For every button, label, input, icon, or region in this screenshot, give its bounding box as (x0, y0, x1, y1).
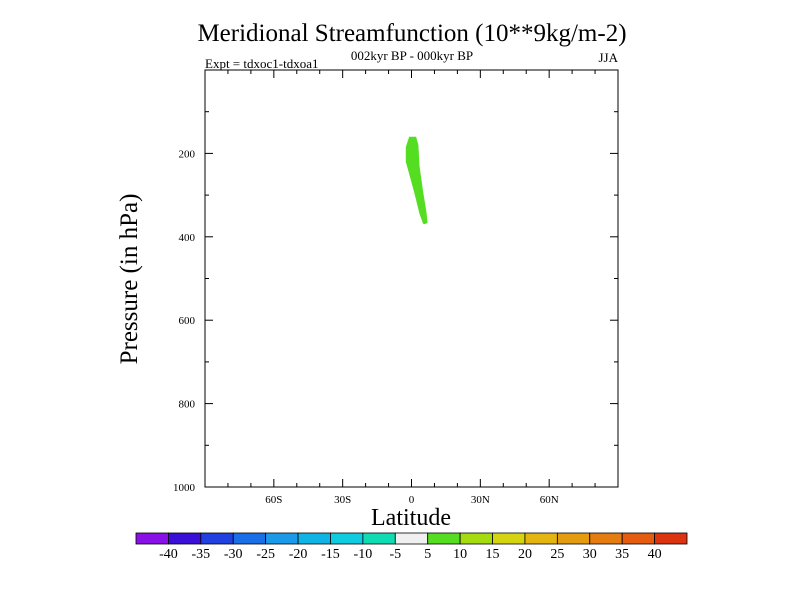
y-tick-label: 200 (179, 148, 196, 160)
colorbar-swatch (556, 532, 591, 545)
x-tick-label: 30N (471, 494, 490, 506)
axis-ticks-layer (204, 70, 619, 488)
y-tick-label: 1000 (173, 482, 196, 494)
colorbar-swatch (200, 532, 234, 545)
colorbar-label: -20 (289, 547, 308, 562)
x-tick-label: 0 (409, 494, 415, 506)
colorbar-swatch (135, 532, 169, 545)
colorbar-swatch (589, 532, 623, 545)
x-axis-label: Latitude (371, 505, 451, 531)
colorbar-swatch (621, 532, 655, 545)
colorbar-label: -35 (191, 547, 210, 562)
colorbar-label: 5 (424, 547, 431, 562)
colorbar-swatch (232, 532, 267, 545)
colorbar-swatch (265, 532, 299, 545)
colorbar-swatch (330, 532, 364, 545)
chart-title: Meridional Streamfunction (10**9kg/m-2) (197, 20, 626, 47)
colorbar-label: -40 (159, 547, 178, 562)
x-tick-label: 30S (334, 494, 351, 506)
chart-subtitle: 002kyr BP - 000kyr BP (351, 48, 473, 63)
colorbar-label: -30 (224, 547, 243, 562)
colorbar-label: -25 (256, 547, 275, 562)
colorbar-label: 10 (453, 547, 467, 562)
colorbar-swatch (427, 532, 461, 545)
colorbar-label: 20 (518, 547, 532, 562)
y-tick-label: 800 (179, 399, 196, 411)
colorbar: -40 -35 -30 -25 -20 -15 -10 -5 5 10 15 20 25 30 35 40 (135, 532, 688, 562)
colorbar-label: 15 (486, 547, 500, 562)
colorbar-label: 35 (615, 547, 629, 562)
colorbar-label: 40 (648, 547, 662, 562)
colorbar-swatch (459, 532, 493, 545)
experiment-label: Expt = tdxoc1-tdxoa1 (205, 56, 318, 71)
colorbar-swatch (492, 532, 526, 545)
contour-fill-layer (405, 136, 428, 225)
colorbar-label: 25 (550, 547, 564, 562)
season-label: JJA (598, 50, 618, 65)
colorbar-swatch (654, 532, 688, 545)
colorbar-swatch (362, 532, 396, 545)
colorbar-label: -15 (321, 547, 340, 562)
colorbar-swatch (524, 532, 558, 545)
colorbar-swatch (168, 532, 202, 545)
y-tick-label: 400 (179, 232, 196, 244)
colorbar-label: -10 (354, 547, 373, 562)
contour-region-0 (405, 136, 428, 225)
colorbar-label: -5 (389, 547, 401, 562)
y-axis-label: Pressure (in hPa) (116, 194, 143, 365)
colorbar-swatch (394, 532, 429, 545)
y-tick-label: 600 (179, 315, 196, 327)
tick-labels-layer: 60S 30S 0 30N 60N 200 400 600 800 1000 (173, 148, 559, 506)
plot-frame (204, 69, 619, 488)
x-tick-label: 60S (265, 494, 282, 506)
colorbar-label: 30 (583, 547, 597, 562)
x-tick-label: 60N (540, 494, 559, 506)
colorbar-swatch (297, 532, 331, 545)
